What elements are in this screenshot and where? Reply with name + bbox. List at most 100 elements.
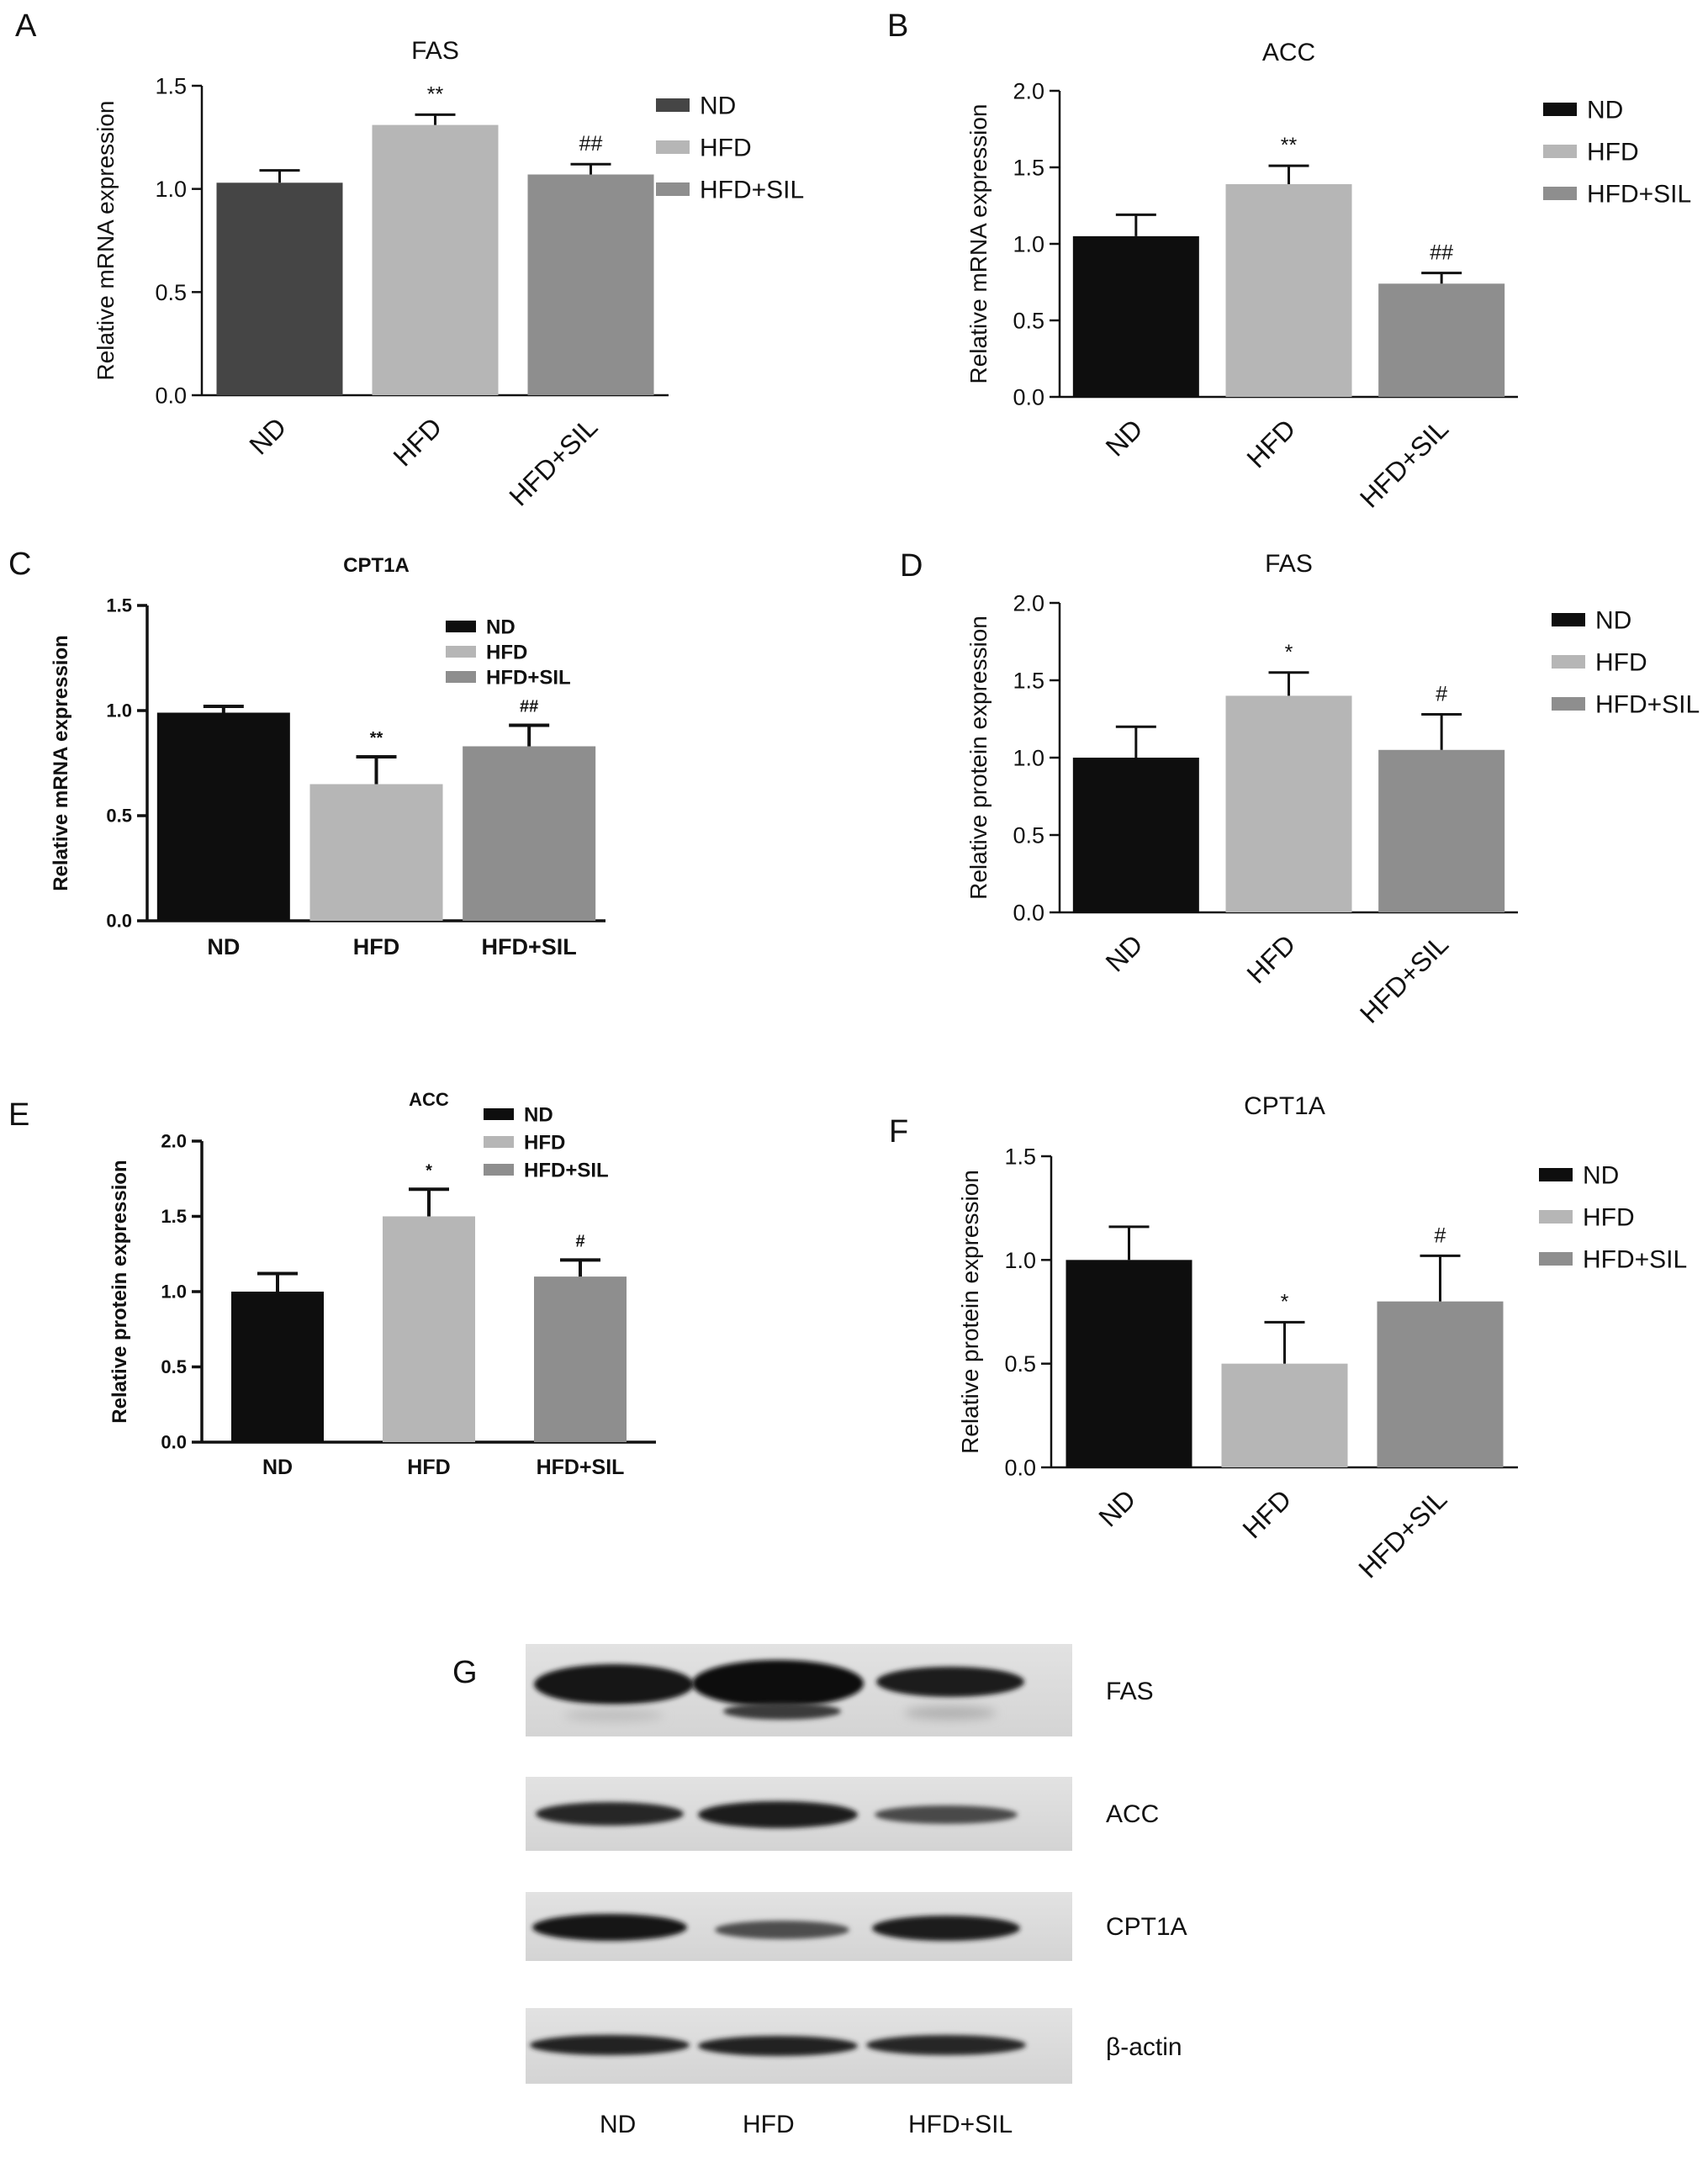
legend-swatch bbox=[1552, 655, 1585, 669]
chart-svg: 0.0 0.5 1.0 1.5 2.0 ACC Relative mRNA expressi… bbox=[965, 39, 1691, 514]
blot-band bbox=[530, 2035, 690, 2055]
y-tick-label: 0.0 bbox=[1013, 384, 1044, 410]
chart-panel-a: A 0.0 0.5 1.0 1.5 FAS Relative mRNA expressio… bbox=[0, 0, 849, 513]
legend-label: ND bbox=[524, 1103, 553, 1126]
blot-band bbox=[872, 1916, 1020, 1941]
legend-swatch bbox=[1539, 1210, 1573, 1224]
chart-svg: 0.0 0.5 1.0 1.5 FAS Relative mRNA expression N… bbox=[93, 37, 804, 512]
bar bbox=[372, 124, 499, 395]
legend-swatch bbox=[484, 1136, 514, 1148]
legend-swatch bbox=[484, 1164, 514, 1176]
bar bbox=[534, 1276, 627, 1442]
y-tick-label: 1.5 bbox=[1013, 668, 1044, 693]
chart-title: CPT1A bbox=[1244, 1092, 1325, 1120]
panel-letter: C bbox=[8, 547, 32, 582]
x-tick-label: HFD+SIL bbox=[1352, 1483, 1452, 1583]
legend-swatch bbox=[1543, 187, 1577, 200]
x-tick-label: HFD bbox=[1236, 1483, 1297, 1544]
x-tick-label: ND bbox=[1100, 413, 1149, 462]
panel-letter: D bbox=[900, 548, 923, 584]
significance-label: * bbox=[1281, 1290, 1289, 1313]
significance-label: ## bbox=[520, 698, 538, 716]
x-tick-label: HFD+SIL bbox=[1354, 928, 1454, 1028]
legend-swatch bbox=[656, 98, 690, 112]
x-tick-label: ND bbox=[1100, 928, 1149, 977]
bar bbox=[1378, 749, 1505, 912]
blot-band bbox=[536, 1802, 684, 1826]
blot-band bbox=[875, 1805, 1018, 1824]
blot-label-fas: FAS bbox=[1106, 1678, 1154, 1705]
legend-swatch bbox=[1552, 613, 1585, 626]
x-tick-label: ND bbox=[207, 934, 240, 959]
significance-label: ## bbox=[579, 132, 603, 156]
y-tick-label: 0.5 bbox=[1013, 822, 1044, 848]
lane-label-hfd-sil: HFD+SIL bbox=[908, 2111, 1013, 2138]
chart-panel-e: E 0.0 0.5 1.0 1.5 2.0 ACC Relative protein exp… bbox=[0, 1081, 849, 1518]
chart-panel-b: B 0.0 0.5 1.0 1.5 2.0 ACC Relative mRNA expres… bbox=[879, 0, 1708, 521]
bar bbox=[1225, 695, 1352, 912]
bar bbox=[1072, 758, 1199, 912]
chart-panel-c: C 0.0 0.5 1.0 1.5 CPT1A Relative mRNA express… bbox=[0, 538, 849, 975]
legend-swatch bbox=[484, 1108, 514, 1120]
legend-swatch bbox=[446, 671, 476, 683]
panel-letter: E bbox=[8, 1097, 30, 1133]
legend-label: ND bbox=[700, 92, 736, 120]
chart-svg: 0.0 0.5 1.0 1.5 CPT1A Relative mRNA expressio… bbox=[50, 554, 605, 959]
significance-label: * bbox=[426, 1161, 432, 1180]
legend-label: HFD+SIL bbox=[700, 177, 804, 204]
chart-svg: 0.0 0.5 1.0 1.5 2.0 FAS Relative protein expre… bbox=[965, 550, 1700, 1029]
y-tick-label: 0.0 bbox=[106, 911, 132, 932]
y-tick-label: 0.0 bbox=[1004, 1455, 1036, 1480]
significance-label: # bbox=[1436, 682, 1447, 706]
chart-title: CPT1A bbox=[343, 554, 410, 577]
y-tick-label: 1.0 bbox=[106, 700, 132, 721]
y-tick-label: 0.5 bbox=[1013, 308, 1044, 333]
legend-swatch bbox=[656, 182, 690, 196]
legend-label: HFD bbox=[1595, 649, 1647, 677]
blot-label-cpt1a: CPT1A bbox=[1106, 1913, 1187, 1941]
legend-label: ND bbox=[486, 616, 516, 638]
y-axis-label: Relative mRNA expression bbox=[93, 100, 119, 380]
chart-title: ACC bbox=[1262, 39, 1315, 66]
legend-label: HFD+SIL bbox=[1587, 181, 1691, 209]
blot-label-acc: ACC bbox=[1106, 1800, 1160, 1828]
legend-swatch bbox=[1539, 1252, 1573, 1266]
x-tick-label: HFD bbox=[407, 1456, 450, 1479]
legend-label: HFD+SIL bbox=[1583, 1246, 1687, 1274]
bar bbox=[1066, 1260, 1192, 1467]
y-axis-label: Relative protein expression bbox=[965, 616, 991, 900]
x-tick-label: HFD bbox=[387, 411, 447, 472]
significance-label: # bbox=[575, 1232, 584, 1250]
legend-swatch bbox=[656, 140, 690, 154]
legend-label: HFD bbox=[1583, 1204, 1635, 1232]
bar bbox=[156, 712, 290, 921]
blot-band bbox=[698, 2036, 858, 2056]
bar bbox=[1378, 283, 1505, 397]
y-tick-label: 1.0 bbox=[1013, 231, 1044, 256]
chart-panel-f: F 0.0 0.5 1.0 1.5 CPT1A Relative protein expr… bbox=[879, 1081, 1708, 1602]
x-tick-label: HFD bbox=[1240, 928, 1301, 989]
lane-label-hfd: HFD bbox=[743, 2111, 795, 2138]
y-axis-label: Relative mRNA expression bbox=[50, 635, 72, 891]
chart-panel-d: D 0.0 0.5 1.0 1.5 2.0 FAS Relative protein exp… bbox=[879, 538, 1708, 1060]
blot-strip-cpt1a bbox=[526, 1892, 1072, 1961]
significance-label: ** bbox=[370, 729, 383, 748]
legend-swatch bbox=[1552, 697, 1585, 711]
blot-band bbox=[563, 1710, 664, 1721]
x-tick-label: ND bbox=[262, 1456, 293, 1479]
x-tick-label: HFD bbox=[1240, 413, 1301, 473]
y-tick-label: 2.0 bbox=[1013, 78, 1044, 103]
lane-label-nd: ND bbox=[600, 2111, 637, 2138]
legend-label: HFD bbox=[524, 1131, 565, 1154]
legend-label: HFD+SIL bbox=[1595, 691, 1700, 719]
y-axis-label: Relative protein expression bbox=[957, 1170, 983, 1454]
x-tick-label: HFD+SIL bbox=[503, 411, 603, 511]
y-tick-label: 0.5 bbox=[161, 1356, 187, 1377]
legend-swatch bbox=[446, 646, 476, 658]
chart-svg: 0.0 0.5 1.0 1.5 CPT1A Relative protein expres… bbox=[957, 1092, 1687, 1584]
legend-label: HFD bbox=[700, 135, 752, 162]
blot-strip-acc bbox=[526, 1777, 1072, 1851]
y-tick-label: 0.0 bbox=[1013, 900, 1044, 925]
blot-band bbox=[715, 1921, 849, 1939]
chart-title: FAS bbox=[1265, 550, 1313, 578]
